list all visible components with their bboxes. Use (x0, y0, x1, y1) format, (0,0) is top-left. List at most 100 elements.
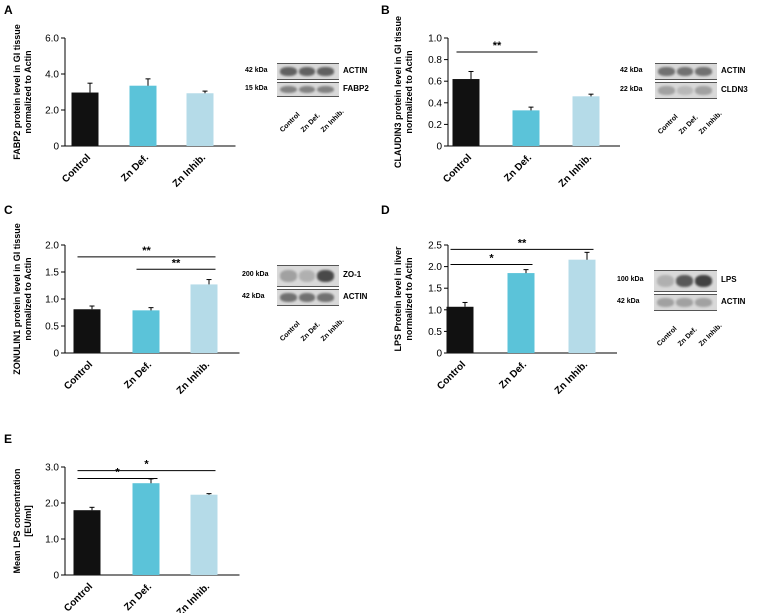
blot-band (317, 85, 334, 94)
x-tick-label: Zn Inhib. (171, 152, 208, 189)
y-tick-label: 0 (53, 571, 59, 582)
y-tick-label: 2.0 (45, 241, 59, 252)
y-tick-label: 0.5 (428, 327, 442, 338)
blot-kda-label: 42 kDa (620, 66, 643, 74)
bar-2 (568, 259, 596, 353)
blot-protein-label: ACTIN (343, 65, 368, 75)
blot-image-row (655, 63, 717, 80)
blot-kda-label: 42 kDa (245, 66, 268, 74)
y-tick-label: 0.5 (45, 322, 59, 333)
blot-band (298, 67, 316, 76)
panel-letter: D (381, 203, 390, 217)
panel-letter: B (381, 3, 390, 17)
blot-panel-a: 42 kDa ACTIN 15 kDa FABP2 Control Zn Def. Zn I… (245, 63, 384, 145)
blot-band (695, 275, 712, 287)
y-tick-label: 0 (436, 142, 442, 153)
x-tick-label: Zn Def. (497, 359, 529, 391)
y-tick-label: 2.5 (428, 241, 442, 252)
x-tick-label: Control (62, 359, 95, 392)
panel-c: C 0 0.5 1.0 1.5 2.0 ZONULIN1 protein level in … (4, 203, 240, 397)
y-axis-label-line2: normalized to Actin (404, 257, 414, 340)
blot-band (317, 293, 334, 302)
blot-lane-label: Zn Inhib. (698, 322, 724, 348)
y-tick-label: 2.0 (45, 106, 59, 117)
y-axis-label: LPS Protein level in liver (393, 246, 403, 352)
blot-image-row (654, 294, 717, 311)
y-tick-label: 1.0 (45, 295, 59, 306)
y-tick-label: 2.0 (428, 262, 442, 273)
x-tick-label: Zn Inhib. (557, 152, 594, 189)
blot-panel-c: 200 kDa ZO-1 42 kDa ACTIN Control Zn Def. Zn I… (242, 265, 384, 354)
y-tick-label: 0 (53, 142, 59, 153)
blot-image-row (277, 265, 339, 287)
blot-image-row (277, 63, 339, 80)
y-tick-label: 1.0 (428, 305, 442, 316)
bar-1 (512, 110, 540, 146)
significance-label: ** (493, 40, 502, 52)
x-tick-label: Zn Inhib. (175, 581, 212, 613)
blot-protein-label: CLDN3 (721, 84, 748, 94)
y-tick-label: 1.0 (428, 34, 442, 45)
bar-0 (71, 92, 99, 146)
bar-0 (452, 79, 480, 146)
blot-band (298, 270, 316, 282)
blot-lane-label: Zn Inhib. (320, 108, 346, 134)
bar-1 (132, 483, 160, 575)
y-axis-label-line2: normalized to Actin (23, 257, 33, 340)
y-tick-label: 2.0 (45, 499, 59, 510)
blot-image-row (654, 270, 717, 292)
y-axis-label-line2: normalized to Actin (23, 50, 33, 133)
blot-lane-label: Control (656, 325, 679, 348)
y-tick-label: 0 (53, 349, 59, 360)
blot-lane-label: Zn Def. (299, 112, 322, 134)
y-axis-label: CLAUDIN3 protein level in GI tissue (393, 16, 403, 168)
blot-panel-d: 100 kDa LPS 42 kDa ACTIN Control Zn Def. Zn In… (617, 270, 758, 359)
blot-band (658, 67, 675, 76)
significance-label: ** (172, 257, 181, 269)
x-tick-label: Zn Def. (122, 359, 154, 391)
significance-label: * (144, 459, 149, 471)
y-tick-label: 0.4 (428, 98, 442, 109)
blot-lane-label: Control (279, 111, 302, 134)
bar-2 (190, 284, 218, 353)
significance-label: ** (518, 237, 527, 249)
blot-band (317, 270, 334, 282)
x-tick-label: Control (60, 152, 93, 185)
panel-letter: A (4, 3, 13, 17)
blot-protein-label: ACTIN (721, 296, 746, 306)
blot-image-row (277, 82, 339, 97)
y-tick-label: 4.0 (45, 70, 59, 81)
x-tick-label: Control (62, 581, 95, 613)
x-tick-label: Zn Def. (502, 152, 534, 184)
x-tick-label: Zn Def. (122, 581, 154, 613)
blot-protein-label: LPS (721, 275, 737, 284)
y-axis-label-line2: [EU/ml] (23, 505, 33, 537)
blot-lane-label: Control (657, 113, 680, 136)
panel-letter: C (4, 203, 13, 217)
blot-image-row (655, 82, 717, 99)
blot-band (658, 86, 675, 95)
blot-kda-label: 22 kDa (620, 85, 643, 93)
panel-letter: E (4, 432, 12, 446)
bar-1 (132, 310, 160, 353)
x-tick-label: Zn Inhib. (553, 359, 590, 396)
blot-lane-label: Zn Def. (299, 321, 322, 343)
blot-band (317, 67, 334, 76)
blot-kda-label: 100 kDa (617, 276, 644, 283)
blot-band (657, 298, 674, 307)
blot-protein-label: ZO-1 (343, 270, 362, 279)
y-tick-label: 3.0 (45, 463, 59, 474)
blot-protein-label: ACTIN (721, 65, 746, 75)
blot-protein-label: FABP2 (343, 83, 369, 93)
blot-kda-label: 42 kDa (242, 292, 265, 300)
y-axis-label: FABP2 protein level in GI tissue (12, 24, 22, 160)
blot-kda-label: 15 kDa (245, 84, 268, 92)
blot-band (695, 67, 712, 76)
significance-label: ** (142, 245, 151, 257)
panel-e: E 0 1.0 2.0 3.0 Mean LPS concentration [EU/ml]… (4, 432, 240, 613)
blot-band (280, 85, 297, 94)
bar-2 (186, 93, 214, 146)
blot-band (695, 298, 712, 307)
bar-1 (507, 273, 535, 353)
